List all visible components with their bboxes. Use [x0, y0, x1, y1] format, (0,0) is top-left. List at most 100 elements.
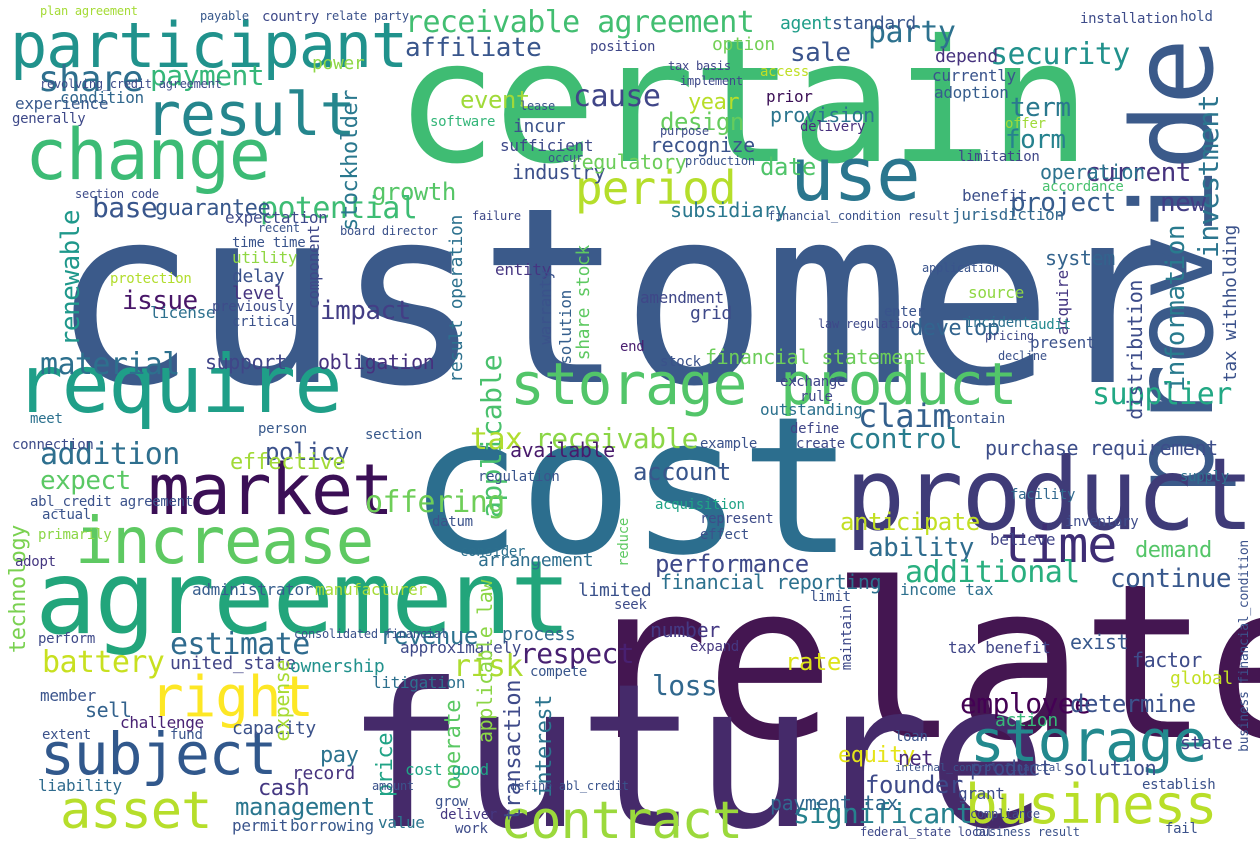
word-distribution: distribution — [1123, 280, 1147, 420]
word-rate: rate — [785, 648, 841, 676]
word-offer: offer — [1005, 116, 1046, 132]
word-financial-condition-result: financial_condition result — [768, 209, 950, 223]
word-benefit: benefit — [962, 186, 1028, 205]
word-cash: cash — [258, 776, 310, 801]
word-applicable-law: applicable law — [473, 580, 497, 743]
word-project: project — [1010, 188, 1116, 218]
word-obligation: obligation — [318, 350, 435, 374]
word-demand: demand — [1135, 538, 1212, 563]
word-share-stock: share stock — [573, 245, 594, 361]
word-regulatory: regulatory — [570, 150, 687, 174]
word-sell: sell — [85, 698, 132, 722]
word-utility: utility — [232, 248, 298, 267]
word-create: create — [796, 436, 845, 452]
word-standard: standard — [832, 13, 916, 34]
word-potential: potential — [260, 191, 418, 226]
word-facility: facility — [1010, 487, 1076, 503]
word-transaction: transaction — [501, 680, 526, 821]
word-contract: contract — [500, 791, 743, 846]
word-contain: contain — [948, 411, 1006, 427]
word-technology: technology — [6, 525, 31, 654]
word-payment-tax: payment tax — [770, 791, 899, 815]
word-storage-product: storage product — [510, 350, 1018, 418]
word-growth: growth — [372, 178, 456, 206]
word-net: net — [898, 746, 933, 770]
word-supply: supply — [1180, 469, 1229, 485]
word-adopt: adopt — [15, 554, 56, 570]
word-supplier: supplier — [1092, 377, 1232, 412]
word-lease: lease — [520, 99, 555, 113]
word-entity: entity — [495, 260, 551, 279]
word-agreement: agreement — [35, 539, 571, 658]
word-purpose: purpose — [660, 124, 709, 138]
word-relate: relate — [580, 537, 1260, 788]
word-control: control — [848, 422, 963, 455]
word-loan: loan — [895, 729, 928, 745]
word-option: option — [712, 34, 775, 55]
word-recognize: recognize — [650, 133, 755, 157]
word-use: use — [790, 132, 921, 218]
word-cost-good: cost good — [405, 760, 489, 779]
word-year: year — [688, 90, 740, 115]
word-section: section — [365, 427, 423, 443]
word-compete: compete — [530, 664, 588, 680]
word-access: access — [760, 64, 809, 80]
word-loss: loss — [652, 669, 718, 702]
word-exist: exist — [1070, 630, 1129, 654]
word-income-tax: income tax — [900, 580, 994, 599]
word-administrator: administrator — [192, 580, 314, 599]
word-recent: recent — [258, 221, 300, 235]
word-payable: payable — [200, 9, 249, 23]
word-claim: claim — [858, 397, 952, 435]
word-software: software — [430, 114, 496, 130]
word-maintain: maintain — [839, 605, 855, 671]
word-ability: ability — [868, 533, 974, 563]
word-battery: battery — [42, 645, 165, 680]
word-result-operation: result operation — [446, 215, 467, 383]
word-grid: grid — [690, 303, 732, 324]
word-grow: grow — [435, 794, 468, 810]
word-decline: decline — [998, 349, 1047, 363]
word-believe: believe — [990, 530, 1056, 549]
word-section-code: section code — [75, 187, 159, 201]
word-production: production — [685, 154, 755, 168]
word-application: application — [922, 261, 999, 275]
word-period: period — [575, 161, 737, 215]
word-meet: meet — [30, 411, 63, 427]
word-tax-basis: tax basis — [668, 59, 731, 73]
word-failure: failure — [472, 209, 521, 223]
word-pay: pay — [320, 743, 359, 768]
word-litigation: litigation — [372, 673, 466, 692]
word-actual: actual — [42, 507, 91, 523]
word-represent: represent — [700, 511, 774, 527]
word-fund: fund — [170, 727, 203, 743]
word-prior: prior — [766, 87, 813, 106]
word-investment: investment — [1192, 95, 1225, 258]
word-affiliate: affiliate — [405, 33, 542, 63]
word-business: business — [965, 773, 1218, 836]
word-change: change — [25, 114, 271, 196]
word-condition: condition — [60, 88, 144, 107]
word-borrowing: borrowing — [290, 816, 374, 835]
word-limitation: limitation — [958, 149, 1040, 165]
word-incident: incident — [965, 315, 1031, 331]
word-product-solution: product solution — [970, 756, 1157, 780]
word-system: system — [1045, 246, 1115, 270]
word-arrangement: arrangement — [478, 550, 594, 571]
word-develop: develop — [910, 316, 1000, 341]
word-agent: agent — [780, 13, 833, 34]
word-component: component — [304, 225, 323, 309]
word-date: date — [760, 153, 816, 181]
word-process: process — [502, 624, 576, 645]
word-power: power — [312, 53, 365, 74]
word-management: management — [235, 793, 375, 821]
word-depend: depend — [935, 46, 998, 67]
word-enter: enter — [884, 304, 925, 320]
word-future: future — [345, 641, 1047, 846]
word-limit: limit — [810, 589, 851, 605]
word-security: security — [990, 37, 1130, 72]
word-exchange: exchange — [780, 374, 846, 390]
word-consider: consider — [460, 544, 526, 560]
word-ownership: ownership — [290, 656, 385, 677]
word-consolidated-financial: consolidated financial — [294, 627, 448, 641]
